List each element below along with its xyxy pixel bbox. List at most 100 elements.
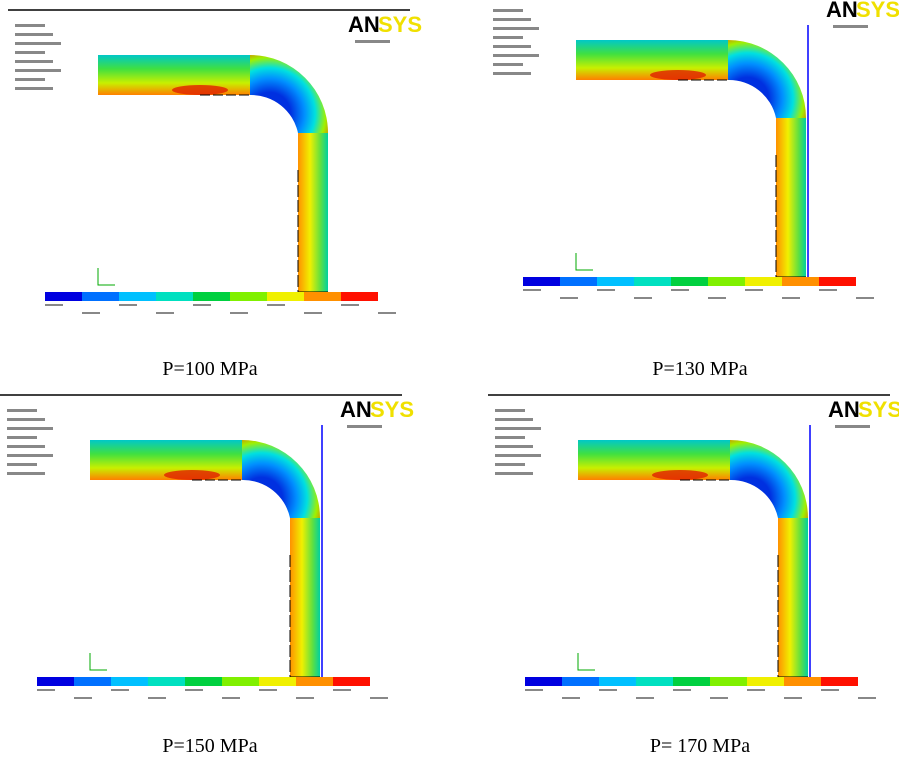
legend-text xyxy=(493,27,539,30)
pipe-bend xyxy=(730,440,808,518)
date-text xyxy=(355,40,390,43)
pipe-bend xyxy=(728,40,806,118)
color-bar xyxy=(597,277,634,286)
pipe-vertical xyxy=(776,118,806,277)
color-bar xyxy=(156,292,193,301)
bar-label xyxy=(634,297,652,299)
legend-text xyxy=(7,418,45,421)
color-bar xyxy=(784,677,821,686)
color-bar xyxy=(523,277,560,286)
bar-label xyxy=(821,689,839,691)
hot-spot xyxy=(652,470,708,480)
legend-text xyxy=(493,36,523,39)
pipe-horizontal xyxy=(578,440,730,480)
color-bar xyxy=(111,677,148,686)
legend-text xyxy=(495,427,541,430)
color-bar xyxy=(185,677,222,686)
pipe-bend xyxy=(242,440,320,518)
bar-label xyxy=(230,312,248,314)
logo-an: AN xyxy=(340,397,372,422)
logo-an: AN xyxy=(826,0,858,22)
legend-text xyxy=(7,472,45,475)
legend-text xyxy=(7,445,45,448)
color-bar xyxy=(636,677,673,686)
legend-text xyxy=(495,418,533,421)
legend-text xyxy=(15,87,53,90)
bar-label xyxy=(185,689,203,691)
hot-spot xyxy=(650,70,706,80)
axis-triad xyxy=(577,653,595,671)
bar-label xyxy=(156,312,174,314)
pipe-vertical xyxy=(298,133,328,292)
legend-text xyxy=(495,472,533,475)
bar-label xyxy=(784,697,802,699)
color-bar xyxy=(745,277,782,286)
legend-text xyxy=(15,33,53,36)
axis-triad xyxy=(575,253,593,271)
color-bar xyxy=(560,277,597,286)
hot-spot xyxy=(164,470,220,480)
color-bar xyxy=(710,677,747,686)
color-bar xyxy=(782,277,819,286)
color-bar xyxy=(259,677,296,686)
bar-label xyxy=(370,697,388,699)
bar-label xyxy=(333,689,351,691)
date-text xyxy=(833,25,868,28)
bar-label xyxy=(296,697,314,699)
bar-label xyxy=(819,289,837,291)
bar-label xyxy=(710,697,728,699)
bar-label xyxy=(222,697,240,699)
color-bar xyxy=(119,292,156,301)
legend-text xyxy=(493,45,531,48)
legend-text xyxy=(7,454,53,457)
bar-label xyxy=(523,289,541,291)
color-bar xyxy=(673,677,710,686)
legend-text xyxy=(15,69,61,72)
legend-text xyxy=(495,463,525,466)
color-bar xyxy=(525,677,562,686)
bar-label xyxy=(562,697,580,699)
bar-label xyxy=(37,689,55,691)
color-bar xyxy=(304,292,341,301)
logo-sys: SYS xyxy=(856,0,899,22)
hot-spot xyxy=(172,85,228,95)
pipe-horizontal xyxy=(576,40,728,80)
legend-text xyxy=(7,427,53,430)
bar-label xyxy=(782,297,800,299)
bar-label xyxy=(119,304,137,306)
color-bar xyxy=(296,677,333,686)
legend-text xyxy=(493,54,539,57)
color-bar xyxy=(74,677,111,686)
pipe-vertical xyxy=(778,518,808,677)
caption: P=100 MPa xyxy=(162,358,257,380)
logo-sys: SYS xyxy=(378,12,422,37)
axis-triad xyxy=(97,268,115,286)
logo-an: AN xyxy=(348,12,380,37)
pipe-horizontal xyxy=(98,55,250,95)
legend-text xyxy=(15,42,61,45)
caption: P=130 MPa xyxy=(652,358,747,380)
color-bar xyxy=(45,292,82,301)
legend-text xyxy=(7,409,37,412)
bar-label xyxy=(111,689,129,691)
legend-text xyxy=(495,436,525,439)
legend-text xyxy=(493,18,531,21)
legend-text xyxy=(495,454,541,457)
bar-label xyxy=(856,297,874,299)
pipe-vertical xyxy=(290,518,320,677)
bar-label xyxy=(673,689,691,691)
logo-sys: SYS xyxy=(370,397,414,422)
bar-label xyxy=(671,289,689,291)
bar-label xyxy=(259,689,277,691)
date-text xyxy=(347,425,382,428)
color-bar xyxy=(341,292,378,301)
bar-label xyxy=(597,289,615,291)
bar-label xyxy=(45,304,63,306)
color-bar xyxy=(193,292,230,301)
axis-triad xyxy=(89,653,107,671)
bar-label xyxy=(193,304,211,306)
legend-text xyxy=(495,445,533,448)
